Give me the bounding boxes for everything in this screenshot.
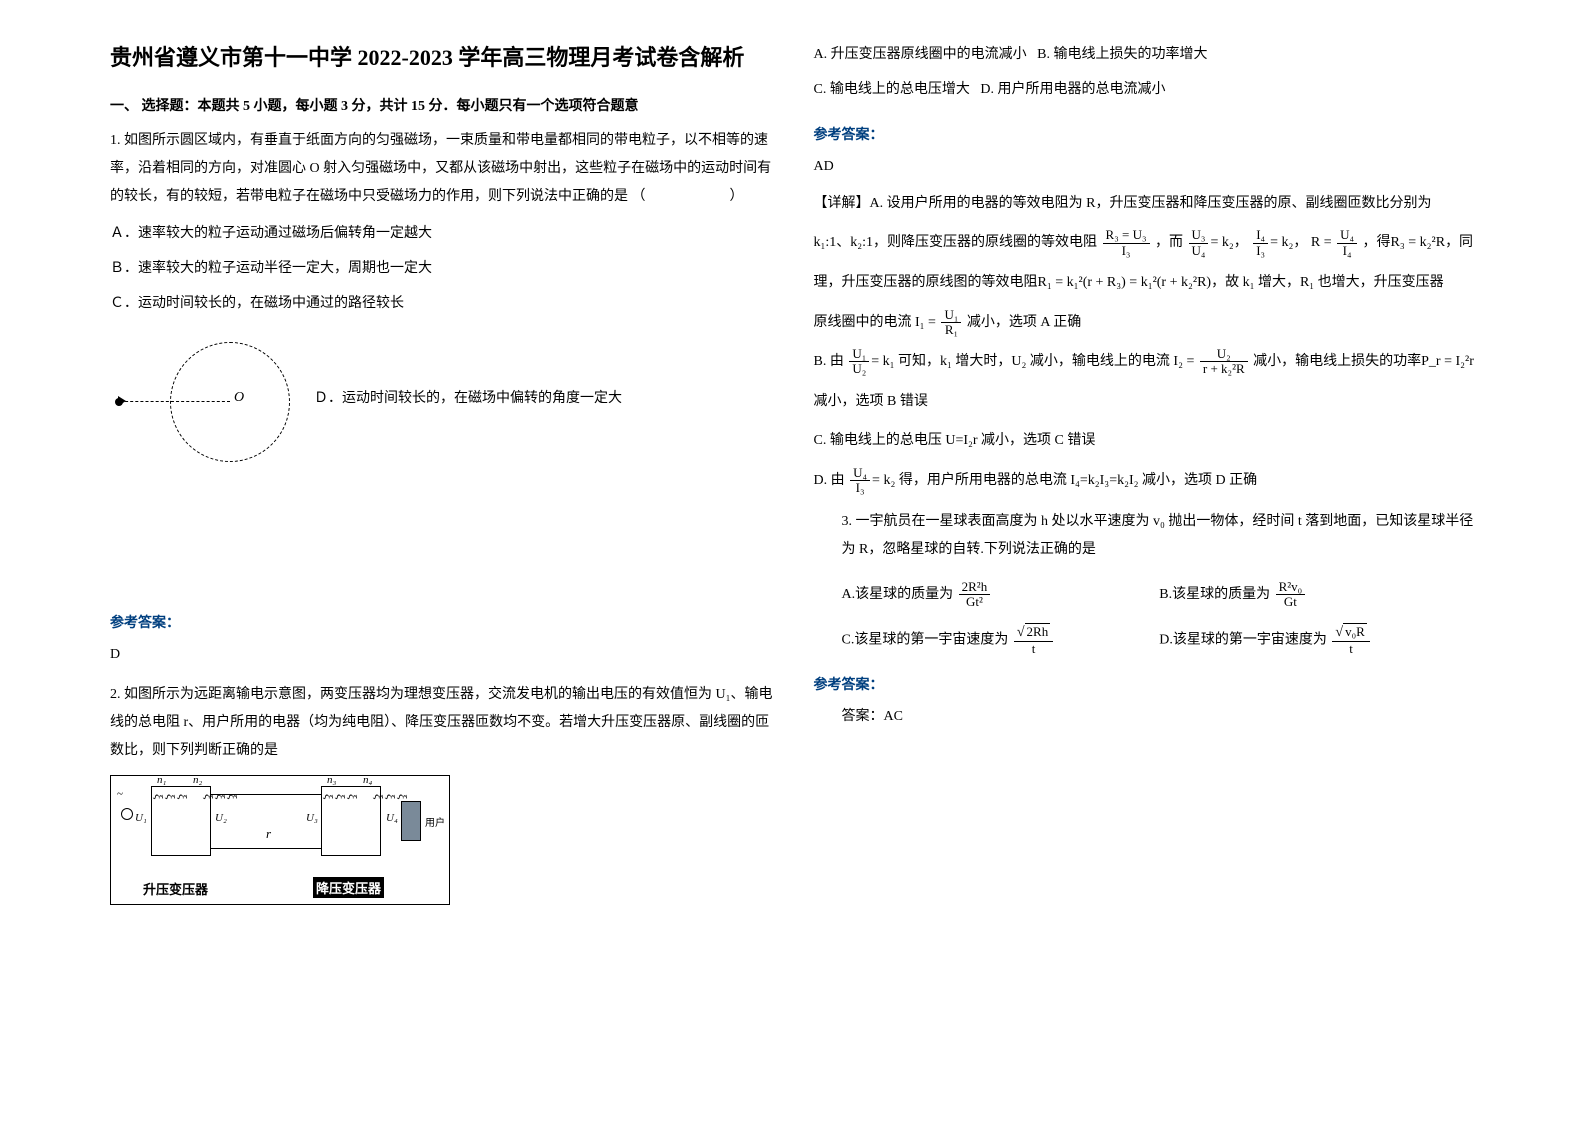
q2-detail-b: B. 由 U₁U₂= k₁ 可知，k₁ 增大时，U₂ 减小，输电线上的电流 I₂… <box>814 345 1478 379</box>
wire-top <box>211 794 321 795</box>
detail-label: 【详解】 <box>814 196 870 211</box>
coil-icon-4: ξξξ <box>373 794 409 799</box>
q2-detail-c: C. 输电线上的总电压 U=I₂r 减小，选项 C 错误 <box>814 424 1478 458</box>
q1-answer-label: 参考答案： <box>110 612 774 632</box>
load-label: 用户 <box>425 814 445 829</box>
n3-label: n₃ <box>327 774 336 786</box>
u2-label: U₂ <box>215 812 227 824</box>
q2-detail-line3: 原线圈中的电流 I₁ = U₁R₁ 减小，选项 A 正确 <box>814 306 1478 340</box>
q2-detail-line2: 理，升压变压器的原线图的等效电阻R₁ = k₁²(r + R₃) = k₁²(r… <box>814 266 1478 300</box>
q1-figure-row: O Ｄ．运动时间较长的，在磁场中偏转的角度一定大 <box>110 332 774 472</box>
r-label: r <box>266 826 271 842</box>
q2-options-row2: C. 输电线上的总电压增大 D. 用户所用电器的总电流减小 <box>814 75 1478 106</box>
q2-detail-line1: k₁:1、k₂:1，则降压变压器的原线圈的等效电阻 R₃ = U₃I₃ ，而 U… <box>814 226 1478 260</box>
frac-u4i4: U₄I₄ <box>1337 228 1357 258</box>
document-title: 贵州省遵义市第十一中学 2022-2023 学年高三物理月考试卷含解析 <box>110 40 774 75</box>
frac-i2: U₂r + k₂²R <box>1200 347 1248 377</box>
step-up-label: 升压变压器 <box>143 879 208 898</box>
q1-answer: D <box>110 642 774 667</box>
q3-option-a: A.该星球的质量为 2R²hGt² <box>842 580 1160 610</box>
q2-options-row1: A. 升压变压器原线圈中的电流减小 B. 输电线上损失的功率增大 <box>814 40 1478 71</box>
q3-options-row1: A.该星球的质量为 2R²hGt² B.该星球的质量为 R²v₀Gt <box>814 580 1478 610</box>
source-circle-icon <box>121 808 133 820</box>
particle-dot <box>115 398 123 406</box>
frac-i1: U₁R₁ <box>941 308 961 338</box>
q2-stem: 2. 如图所示为远距离输电示意图，两变压器均为理想变压器，交流发电机的输出电压的… <box>110 681 774 765</box>
step-down-label: 降压变压器 <box>313 877 384 898</box>
frac-u1u2: U₁U₂ <box>849 347 869 377</box>
load-box <box>401 801 421 841</box>
right-column: A. 升压变压器原线圈中的电流减小 B. 输电线上损失的功率增大 C. 输电线上… <box>794 40 1498 1082</box>
q1-circle-figure: O <box>110 332 310 472</box>
dashed-circle <box>170 342 290 462</box>
n4-label: n₄ <box>363 774 372 786</box>
n2-label: n₂ <box>193 774 202 786</box>
q3-option-c: C.该星球的第一宇宙速度为 √2Rht <box>842 625 1160 656</box>
u1-label: U₁ <box>135 812 147 824</box>
q2-transformer-figure: ~ U₁ n₁ n₂ ξξξ ξξξ U₂ r n₃ n₄ ξξξ ξξξ U₃… <box>110 775 450 905</box>
q2-detail-b-last: 减小，选项 B 错误 <box>814 385 1478 419</box>
q2-option-d: D. 用户所用电器的总电流减小 <box>980 82 1165 97</box>
q1-option-c: Ｃ．运动时间较长的，在磁场中通过的路径较长 <box>110 289 774 320</box>
q1-stem: 1. 如图所示圆区域内，有垂直于纸面方向的匀强磁场，一束质量和带电量都相同的带电… <box>110 127 774 211</box>
u3-label: U₃ <box>306 812 318 824</box>
arrow-line <box>120 401 230 402</box>
q2-answer-label: 参考答案： <box>814 124 1478 144</box>
q1-option-a: Ａ．速率较大的粒子运动通过磁场后偏转角一定越大 <box>110 219 774 250</box>
q3-answer: 答案：AC <box>814 704 1478 729</box>
q3-options-row2: C.该星球的第一宇宙速度为 √2Rht D.该星球的第一宇宙速度为 √v₀Rt <box>814 625 1478 656</box>
frac-opt-b: R²v₀Gt <box>1276 580 1306 610</box>
frac-r3: R₃ = U₃I₃ <box>1103 228 1150 258</box>
u4-label: U₄ <box>386 812 398 824</box>
q2-detail-d: D. 由 U₄I₃= k₂ 得，用户所用电器的总电流 I₄=k₂I₃=k₂I₂ … <box>814 464 1478 498</box>
frac-u4i3: U₄I₃ <box>850 466 870 496</box>
q3-stem: 3. 一宇航员在一星球表面高度为 h 处以水平速度为 v₀ 抛出一物体，经时间 … <box>814 508 1478 564</box>
q3-answer-label: 参考答案： <box>814 674 1478 694</box>
frac-u3u4: U₃U₄ <box>1189 228 1209 258</box>
coil-icon-3: ξξξ <box>323 794 359 799</box>
q2-detail-intro: 【详解】A. 设用户所用的电器的等效电阻为 R，升压变压器和降压变压器的原、副线… <box>814 187 1478 221</box>
sine-icon: ~ <box>117 788 123 800</box>
q2-option-c: C. 输电线上的总电压增大 <box>814 82 970 97</box>
q1-option-b: Ｂ．速率较大的粒子运动半径一定大，周期也一定大 <box>110 254 774 285</box>
q3-option-d: D.该星球的第一宇宙速度为 √v₀Rt <box>1159 625 1477 656</box>
q2-option-b: B. 输电线上损失的功率增大 <box>1037 47 1207 62</box>
section-1-heading: 一、 选择题：本题共 5 小题，每小题 3 分，共计 15 分．每小题只有一个选… <box>110 95 774 115</box>
frac-opt-c: √2Rht <box>1014 625 1053 656</box>
q1-option-d: Ｄ．运动时间较长的，在磁场中偏转的角度一定大 <box>314 384 622 415</box>
n1-label: n₁ <box>157 774 166 786</box>
frac-opt-a: 2R²hGt² <box>959 580 991 610</box>
frac-opt-d: √v₀Rt <box>1332 625 1369 656</box>
q2-option-a: A. 升压变压器原线圈中的电流减小 <box>814 47 1027 62</box>
origin-label: O <box>234 390 244 406</box>
left-column: 贵州省遵义市第十一中学 2022-2023 学年高三物理月考试卷含解析 一、 选… <box>90 40 794 1082</box>
q3-option-b: B.该星球的质量为 R²v₀Gt <box>1159 580 1477 610</box>
coil-icon-1: ξξξ <box>153 794 189 799</box>
q2-answer: AD <box>814 154 1478 179</box>
wire-bottom <box>211 848 321 849</box>
frac-i4i3: I₄I₃ <box>1253 228 1268 258</box>
